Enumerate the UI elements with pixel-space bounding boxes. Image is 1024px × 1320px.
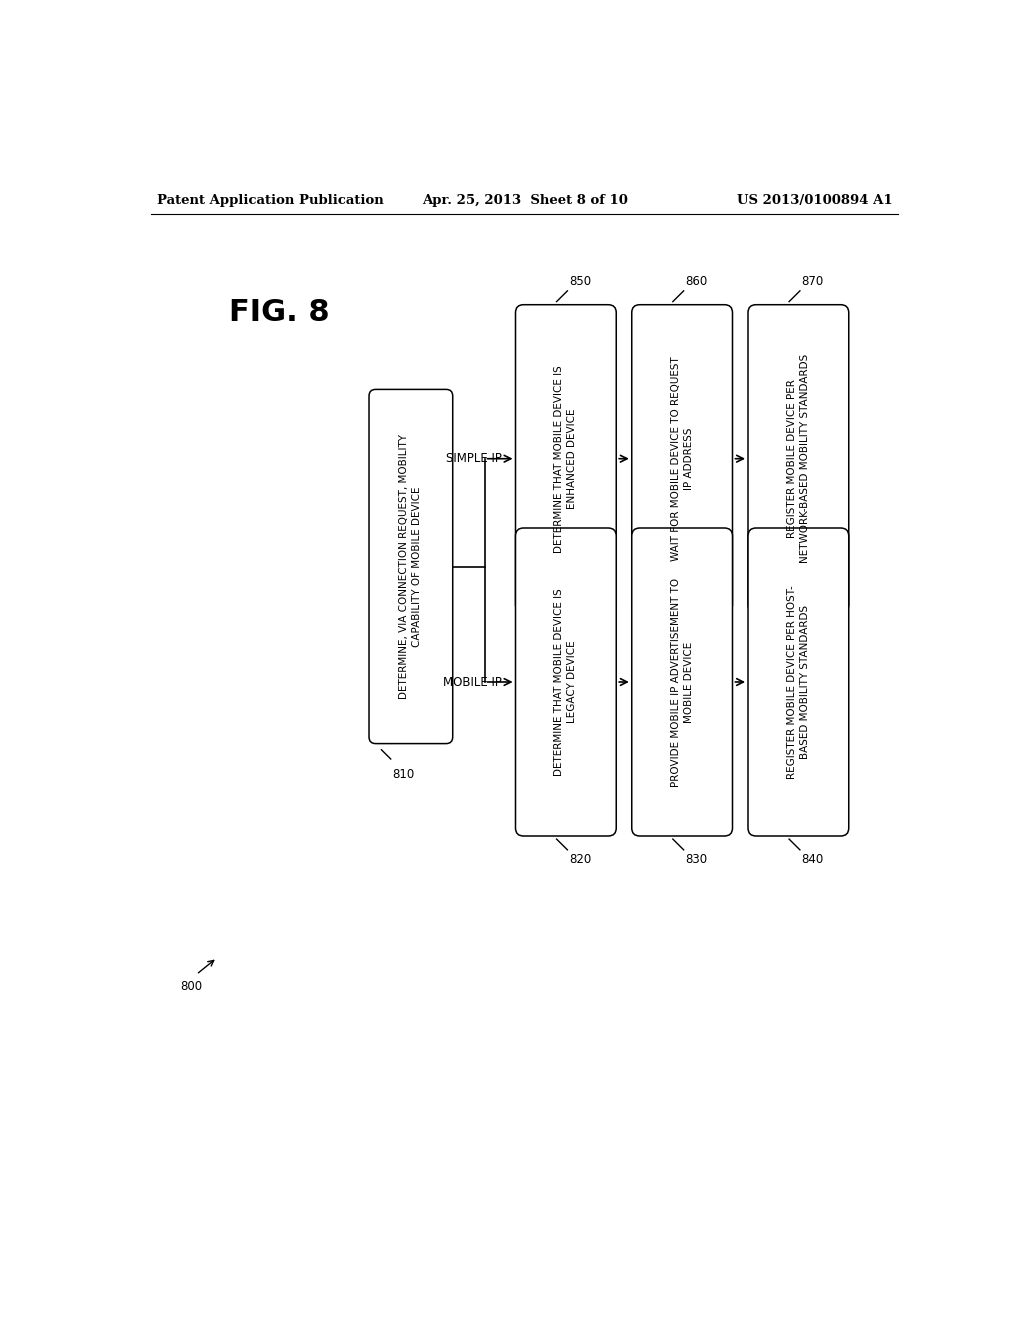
FancyBboxPatch shape bbox=[748, 528, 849, 836]
Text: US 2013/0100894 A1: US 2013/0100894 A1 bbox=[736, 194, 892, 207]
Text: 810: 810 bbox=[392, 768, 415, 781]
FancyBboxPatch shape bbox=[515, 305, 616, 612]
Text: 820: 820 bbox=[569, 853, 591, 866]
Text: SIMPLE IP: SIMPLE IP bbox=[445, 453, 502, 465]
Text: REGISTER MOBILE DEVICE PER
NETWORK-BASED MOBILITY STANDARDS: REGISTER MOBILE DEVICE PER NETWORK-BASED… bbox=[786, 354, 810, 564]
FancyBboxPatch shape bbox=[369, 389, 453, 743]
Text: MOBILE IP: MOBILE IP bbox=[442, 676, 502, 689]
FancyBboxPatch shape bbox=[632, 305, 732, 612]
Text: Patent Application Publication: Patent Application Publication bbox=[158, 194, 384, 207]
Text: 800: 800 bbox=[180, 979, 203, 993]
Text: 830: 830 bbox=[685, 853, 708, 866]
Text: 870: 870 bbox=[802, 275, 823, 288]
Text: DETERMINE THAT MOBILE DEVICE IS
ENHANCED DEVICE: DETERMINE THAT MOBILE DEVICE IS ENHANCED… bbox=[554, 364, 578, 553]
Text: 840: 840 bbox=[802, 853, 823, 866]
Text: REGISTER MOBILE DEVICE PER HOST-
BASED MOBILITY STANDARDS: REGISTER MOBILE DEVICE PER HOST- BASED M… bbox=[786, 585, 810, 779]
Text: WAIT FOR MOBILE DEVICE TO REQUEST
IP ADDRESS: WAIT FOR MOBILE DEVICE TO REQUEST IP ADD… bbox=[671, 356, 693, 561]
Text: Apr. 25, 2013  Sheet 8 of 10: Apr. 25, 2013 Sheet 8 of 10 bbox=[422, 194, 628, 207]
FancyBboxPatch shape bbox=[748, 305, 849, 612]
Text: 860: 860 bbox=[685, 275, 708, 288]
Text: 850: 850 bbox=[569, 275, 591, 288]
Text: DETERMINE, VIA CONNECTION REQUEST, MOBILITY
CAPABILITY OF MOBILE DEVICE: DETERMINE, VIA CONNECTION REQUEST, MOBIL… bbox=[399, 434, 423, 700]
FancyBboxPatch shape bbox=[515, 528, 616, 836]
FancyBboxPatch shape bbox=[632, 528, 732, 836]
Text: PROVIDE MOBILE IP ADVERTISEMENT TO
MOBILE DEVICE: PROVIDE MOBILE IP ADVERTISEMENT TO MOBIL… bbox=[671, 577, 693, 787]
Text: DETERMINE THAT MOBILE DEVICE IS
LEGACY DEVICE: DETERMINE THAT MOBILE DEVICE IS LEGACY D… bbox=[554, 589, 578, 776]
Text: FIG. 8: FIG. 8 bbox=[228, 298, 330, 327]
